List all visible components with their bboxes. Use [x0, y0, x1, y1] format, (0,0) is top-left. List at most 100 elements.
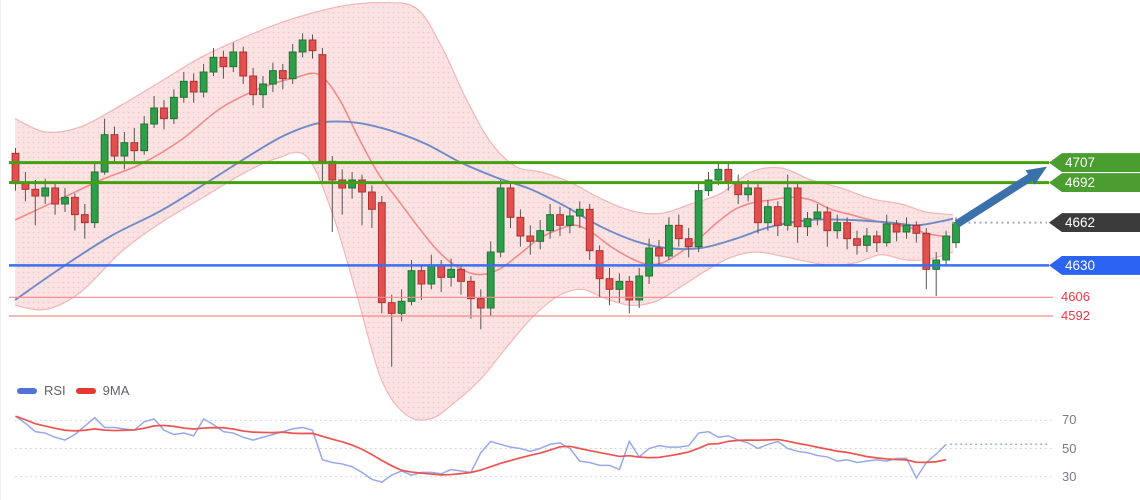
candle[interactable] [61, 196, 69, 205]
candle[interactable] [51, 187, 60, 205]
candle[interactable] [160, 107, 168, 120]
candle[interactable] [318, 54, 327, 162]
candle[interactable] [556, 214, 564, 226]
candle[interactable] [704, 179, 713, 192]
candle[interactable] [714, 168, 723, 181]
resistance-tag-upper[interactable]: 4707 [1049, 153, 1140, 173]
candle[interactable] [130, 142, 139, 152]
candle[interactable] [209, 56, 218, 73]
candle[interactable] [744, 187, 753, 196]
support-price-text-1: 4606 [1061, 289, 1090, 305]
legend-item-rsi[interactable]: RSI [17, 383, 66, 398]
candle[interactable] [783, 187, 792, 226]
candle[interactable] [476, 298, 485, 309]
candle[interactable] [298, 39, 307, 53]
candle[interactable] [506, 187, 515, 218]
candle[interactable] [486, 251, 495, 309]
candle[interactable] [189, 80, 198, 93]
candle[interactable] [793, 187, 802, 228]
candle[interactable] [902, 224, 911, 233]
candle[interactable] [605, 278, 614, 290]
candle[interactable] [11, 152, 20, 184]
candle[interactable] [754, 187, 762, 224]
candle[interactable] [140, 123, 149, 152]
candle[interactable] [407, 270, 416, 302]
candle[interactable] [199, 71, 208, 93]
candle[interactable] [546, 214, 555, 232]
candle[interactable] [288, 51, 297, 80]
candle[interactable] [942, 235, 951, 261]
candle[interactable] [249, 75, 257, 96]
projection-arrow[interactable] [954, 166, 1047, 228]
candle[interactable] [110, 134, 119, 157]
candle[interactable] [219, 56, 228, 68]
candle[interactable] [457, 268, 465, 282]
legend-item-9ma[interactable]: 9MA [75, 383, 129, 398]
candle[interactable] [833, 222, 842, 232]
candle[interactable] [803, 218, 812, 228]
candle[interactable] [872, 235, 881, 244]
candle[interactable] [853, 238, 861, 246]
candle[interactable] [684, 238, 693, 248]
candle[interactable] [882, 223, 891, 244]
candle[interactable] [952, 222, 960, 244]
candle[interactable] [635, 275, 644, 301]
candle[interactable] [922, 232, 931, 270]
candle[interactable] [536, 230, 545, 242]
candle[interactable] [566, 215, 574, 226]
candle[interactable] [773, 206, 782, 226]
candle[interactable] [526, 235, 535, 242]
candle[interactable] [843, 222, 852, 240]
candle[interactable] [41, 187, 50, 197]
candle[interactable] [90, 171, 99, 224]
candle[interactable] [437, 264, 446, 278]
candle[interactable] [585, 208, 594, 252]
candle[interactable] [615, 280, 624, 290]
candle[interactable] [71, 196, 79, 216]
candle[interactable] [179, 80, 188, 98]
candle[interactable] [170, 96, 178, 120]
candle[interactable] [308, 39, 317, 52]
candle[interactable] [31, 188, 40, 197]
candle[interactable] [368, 191, 376, 210]
candle[interactable] [229, 51, 238, 68]
candle[interactable] [823, 211, 832, 232]
candle[interactable] [120, 142, 129, 157]
candle[interactable] [912, 224, 921, 234]
candle[interactable] [764, 206, 772, 224]
current-price-tag[interactable]: 4662 [1049, 213, 1140, 233]
candle[interactable] [665, 224, 673, 257]
candle[interactable] [575, 208, 584, 217]
candle[interactable] [377, 202, 386, 304]
candle[interactable] [100, 134, 109, 173]
candle[interactable] [447, 268, 456, 278]
candle[interactable] [397, 300, 406, 314]
candle[interactable] [674, 224, 683, 240]
candle[interactable] [863, 235, 871, 246]
candle[interactable] [150, 107, 158, 125]
candle[interactable] [467, 280, 475, 300]
candle[interactable] [724, 168, 733, 184]
candle[interactable] [496, 187, 505, 253]
candle[interactable] [259, 83, 267, 96]
candle[interactable] [239, 51, 248, 77]
candle[interactable] [694, 190, 703, 248]
candle[interactable] [516, 216, 525, 237]
candle[interactable] [269, 70, 277, 85]
candle[interactable] [645, 247, 654, 277]
candle[interactable] [813, 211, 822, 220]
resistance-tag-lower[interactable]: 4692 [1049, 173, 1140, 193]
candle[interactable] [80, 214, 89, 224]
candle[interactable] [278, 70, 287, 80]
candle[interactable] [734, 182, 743, 196]
candle[interactable] [358, 179, 366, 193]
candle[interactable] [387, 302, 396, 314]
candle[interactable] [655, 247, 663, 257]
band-upper-edge [14, 1, 954, 216]
candle[interactable] [625, 280, 634, 301]
candle[interactable] [427, 264, 436, 285]
support-tag[interactable]: 4630 [1049, 255, 1140, 275]
candle[interactable] [892, 223, 901, 233]
candle[interactable] [417, 270, 426, 285]
